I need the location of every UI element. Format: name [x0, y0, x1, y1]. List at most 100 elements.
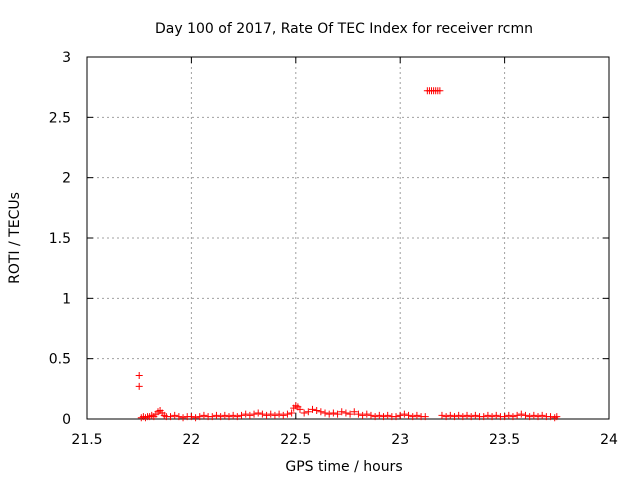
data-point — [296, 405, 304, 413]
y-tick-label: 0.5 — [49, 352, 71, 368]
x-tick-label: 22 — [182, 432, 200, 448]
data-point — [526, 413, 534, 421]
y-tick-label: 2.5 — [49, 110, 71, 126]
data-point — [354, 410, 362, 418]
x-tick-label: 23.5 — [489, 432, 520, 448]
data-point — [208, 413, 216, 421]
data-point — [446, 411, 454, 419]
data-point — [517, 410, 525, 418]
data-point — [279, 411, 287, 419]
data-point — [367, 411, 375, 419]
data-point — [325, 410, 333, 418]
y-tick-label: 1 — [62, 291, 71, 307]
data-point — [375, 411, 383, 419]
data-point — [396, 411, 404, 419]
data-point — [187, 413, 195, 421]
data-point — [413, 411, 421, 419]
x-tick-label: 23 — [391, 432, 409, 448]
data-point — [392, 413, 400, 421]
data-point — [196, 413, 204, 421]
data-point — [371, 413, 379, 421]
data-point — [283, 410, 291, 418]
x-tick-label: 24 — [600, 432, 618, 448]
data-point — [442, 413, 450, 421]
data-point — [463, 411, 471, 419]
data-point — [436, 87, 444, 95]
data-point — [379, 413, 387, 421]
data-point — [400, 410, 408, 418]
data-point — [346, 410, 354, 418]
data-point — [488, 413, 496, 421]
data-point — [363, 410, 371, 418]
data-point — [304, 408, 312, 416]
data-point — [263, 411, 271, 419]
y-axis-label: ROTI / TECUs — [7, 192, 23, 284]
data-point — [459, 413, 467, 421]
data-point — [384, 411, 392, 419]
data-point — [167, 413, 175, 421]
data-point — [288, 409, 296, 417]
data-point — [513, 411, 521, 419]
data-point — [471, 411, 479, 419]
data-point — [521, 411, 529, 419]
data-point — [135, 382, 143, 390]
data-point — [538, 411, 546, 419]
data-point — [246, 411, 254, 419]
data-point — [421, 413, 429, 421]
data-point — [309, 405, 317, 413]
data-point — [225, 413, 233, 421]
data-point — [534, 413, 542, 421]
data-point — [200, 411, 208, 419]
data-point — [313, 407, 321, 415]
x-axis-label: GPS time / hours — [285, 459, 402, 475]
data-point — [450, 413, 458, 421]
data-point — [359, 411, 367, 419]
data-point — [135, 372, 143, 380]
data-point — [405, 411, 413, 419]
data-point — [254, 409, 262, 417]
x-tick-label: 22.5 — [280, 432, 311, 448]
data-point — [530, 411, 538, 419]
data-point — [547, 413, 555, 421]
data-point — [438, 411, 446, 419]
data-point — [480, 413, 488, 421]
data-point — [467, 413, 475, 421]
data-point — [258, 410, 266, 418]
data-point — [484, 411, 492, 419]
data-point — [455, 411, 463, 419]
data-point — [217, 413, 225, 421]
data-point — [342, 409, 350, 417]
data-point — [553, 413, 561, 421]
data-point — [338, 408, 346, 416]
data-point — [179, 414, 187, 422]
data-point — [321, 409, 329, 417]
data-point — [212, 411, 220, 419]
data-point — [505, 411, 513, 419]
data-point — [409, 413, 417, 421]
data-point — [175, 413, 183, 421]
data-point — [229, 411, 237, 419]
data-points — [135, 87, 561, 422]
data-point — [271, 411, 279, 419]
data-point — [171, 411, 179, 419]
data-point — [317, 408, 325, 416]
data-point — [267, 410, 275, 418]
y-tick-label: 1.5 — [49, 231, 71, 247]
data-point — [275, 410, 283, 418]
data-point — [300, 409, 308, 417]
y-tick-label: 3 — [62, 50, 71, 66]
data-point — [238, 411, 246, 419]
y-tick-label: 0 — [62, 412, 71, 428]
data-point — [192, 414, 200, 422]
data-point — [350, 408, 358, 416]
data-point — [242, 410, 250, 418]
x-tick-label: 21.5 — [71, 432, 102, 448]
y-tick-label: 2 — [62, 171, 71, 187]
data-point — [509, 413, 517, 421]
data-point — [492, 411, 500, 419]
grid — [87, 57, 609, 419]
data-point — [221, 411, 229, 419]
data-point — [501, 413, 509, 421]
